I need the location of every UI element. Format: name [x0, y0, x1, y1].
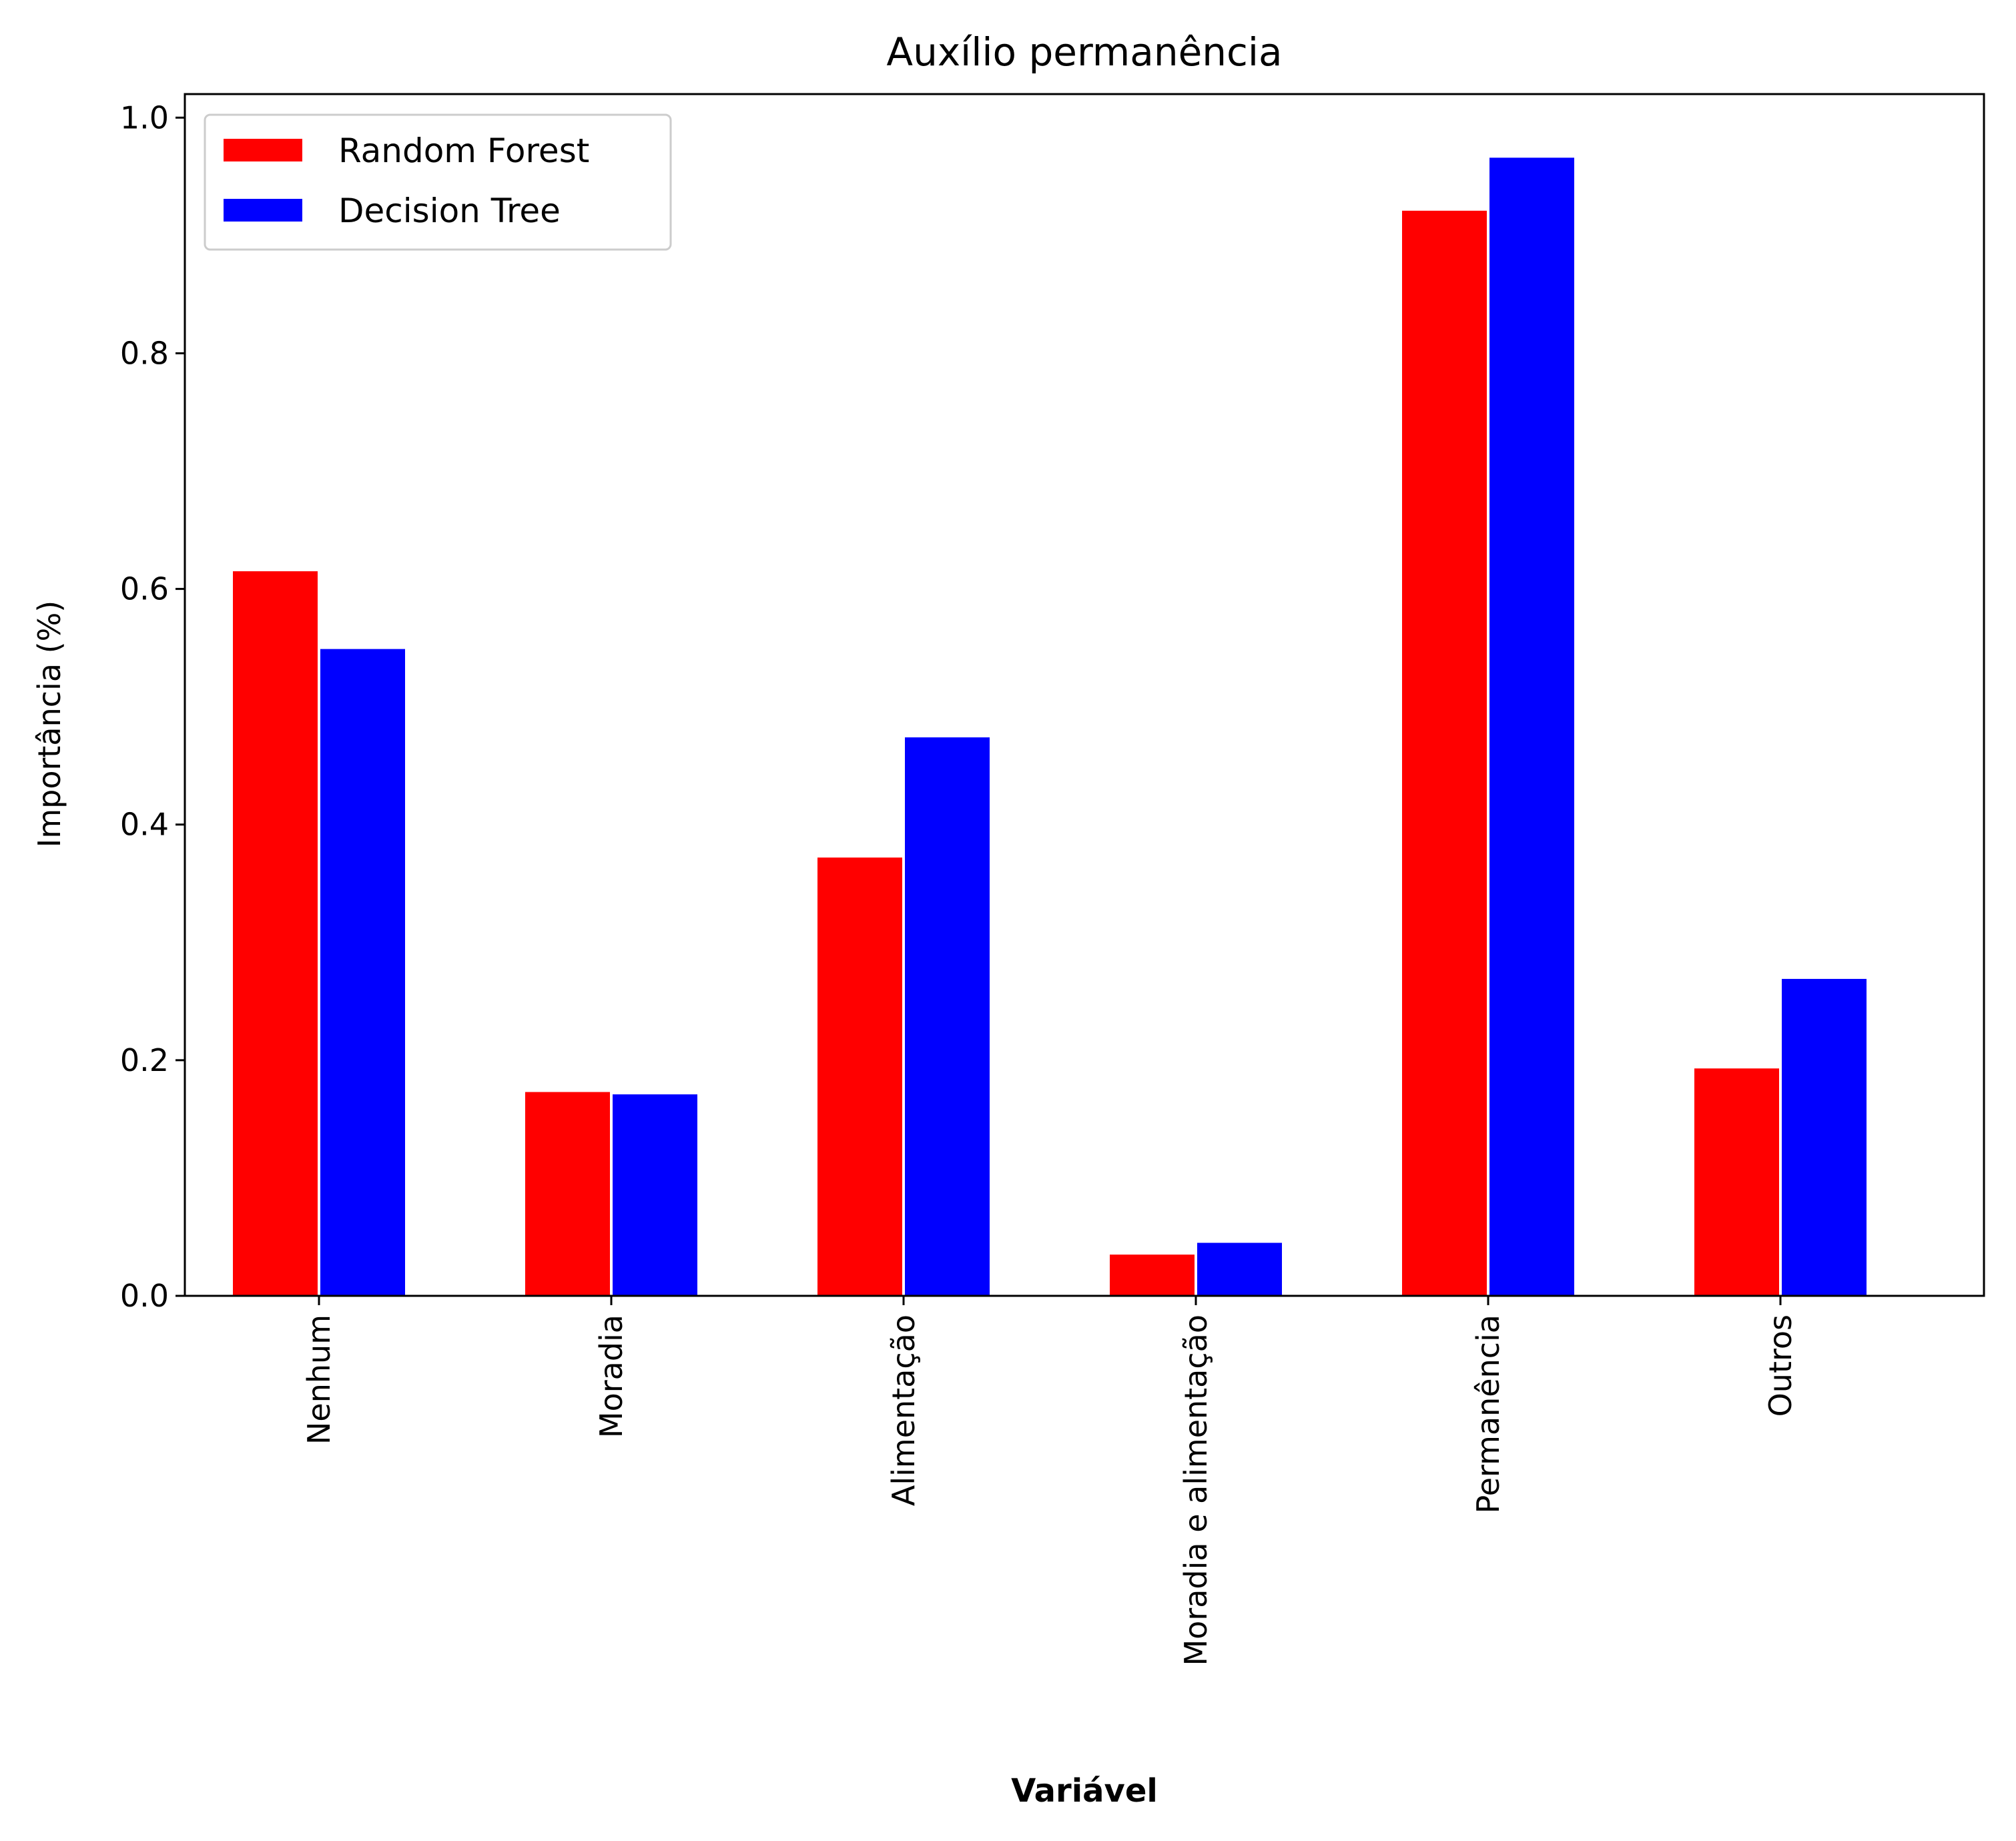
bar-random-forest-4	[1402, 210, 1487, 1296]
x-tick-label: Nenhum	[301, 1315, 337, 1445]
y-tick-label: 0.8	[120, 335, 169, 371]
x-axis-label: Variável	[1011, 1772, 1158, 1810]
bar-decision-tree-3	[1197, 1242, 1282, 1296]
x-tick-label: Alimentação	[886, 1315, 922, 1506]
bar-decision-tree-4	[1489, 157, 1574, 1297]
x-tick-label: Moradia	[593, 1315, 629, 1438]
bar-decision-tree-1	[613, 1094, 697, 1296]
legend-label-0: Random Forest	[338, 131, 589, 170]
legend-box	[204, 113, 672, 251]
bar-random-forest-1	[525, 1092, 610, 1296]
x-tick-label: Permanência	[1470, 1315, 1506, 1513]
y-axis-ticks: 0.0 0.2 0.4 0.6 0.8 1.0	[120, 99, 185, 1314]
y-tick-label: 0.2	[120, 1042, 169, 1078]
bar-random-forest-5	[1694, 1068, 1779, 1296]
x-tick-label: Outros	[1762, 1315, 1798, 1417]
bar-decision-tree-5	[1782, 979, 1867, 1296]
bar-random-forest-0	[233, 571, 318, 1296]
plot-frame	[184, 93, 1985, 1297]
bar-decision-tree-0	[320, 649, 405, 1296]
y-tick-label: 0.0	[120, 1278, 169, 1314]
legend-swatch-0	[224, 139, 302, 161]
legend-swatch-1	[224, 199, 302, 222]
bar-random-forest-3	[1110, 1254, 1195, 1296]
y-tick-label: 0.4	[120, 807, 169, 843]
bars-group	[233, 157, 1867, 1297]
bar-random-forest-2	[817, 857, 902, 1296]
legend-label-1: Decision Tree	[338, 192, 561, 230]
chart-title: Auxílio permanência	[886, 29, 1282, 75]
bar-decision-tree-2	[905, 737, 990, 1296]
legend: Random Forest Decision Tree	[204, 113, 672, 251]
y-tick-label: 1.0	[120, 99, 169, 135]
y-axis-label: Importância (%)	[31, 601, 67, 848]
x-tick-label: Moradia e alimentação	[1178, 1315, 1214, 1666]
y-tick-label: 0.6	[120, 571, 169, 607]
x-axis-ticks: Nenhum Moradia Alimentação Moradia e alimen…	[301, 1296, 1798, 1666]
